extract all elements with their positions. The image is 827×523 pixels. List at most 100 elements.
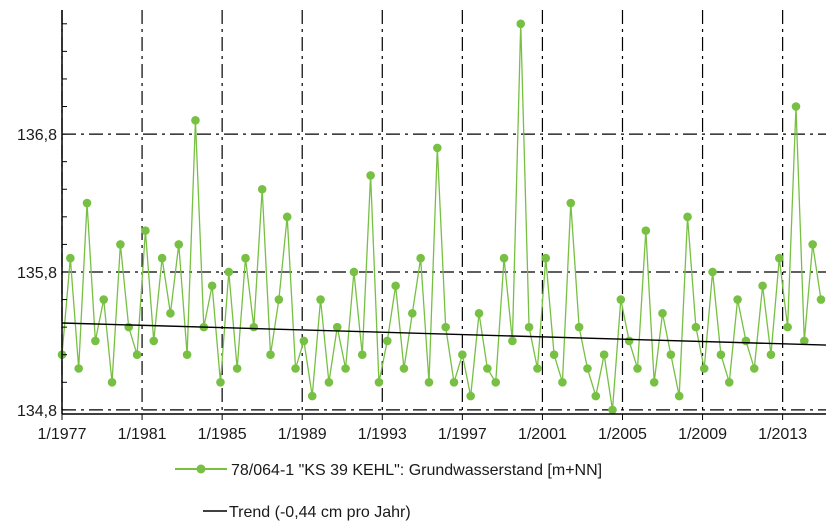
- data-point: [424, 377, 434, 387]
- x-tick-label: 1/1981: [118, 426, 167, 443]
- data-point: [107, 377, 117, 387]
- data-point: [149, 336, 159, 346]
- y-tick-label: 135,8: [17, 265, 57, 282]
- x-tick-label: 1/2001: [518, 426, 567, 443]
- legend-label-grundwasserstand: 78/064-1 "KS 39 KEHL": Grundwasserstand …: [231, 462, 602, 479]
- data-point: [266, 350, 275, 360]
- trend-line-group: [61, 322, 827, 346]
- x-tick-label: 1/1993: [358, 426, 407, 443]
- x-tick-labels: 1/1977 1/1981 1/1985 1/1989 1/1993 1/1997 1/20…: [38, 426, 808, 443]
- data-point: [491, 377, 501, 387]
- data-point: [516, 19, 526, 29]
- data-point: [691, 322, 701, 332]
- data-point: [724, 377, 734, 387]
- data-point: [282, 212, 292, 222]
- data-point: [641, 226, 651, 235]
- data-point: [399, 364, 409, 373]
- data-point: [82, 198, 92, 208]
- data-point: [449, 377, 459, 387]
- data-point: [774, 253, 784, 263]
- data-point: [232, 364, 242, 373]
- data-point: [658, 309, 667, 318]
- data-point: [99, 295, 109, 304]
- data-point: [549, 350, 559, 360]
- data-point: [166, 309, 175, 318]
- legend-item-grundwasserstand: 78/064-1 "KS 39 KEHL": Grundwasserstand …: [175, 462, 602, 479]
- data-point: [666, 350, 676, 360]
- data-point: [508, 336, 517, 346]
- legend-label-trend: Trend (-0,44 cm pro Jahr): [229, 504, 411, 521]
- data-point: [758, 281, 767, 291]
- data-point: [249, 322, 259, 332]
- data-point: [683, 212, 692, 222]
- data-point: [783, 322, 792, 332]
- data-point: [382, 336, 392, 346]
- data-point: [633, 364, 642, 373]
- y-tick-labels: 134,8 135,8 136,8: [17, 127, 57, 420]
- y-tick-label: 134,8: [17, 403, 57, 420]
- data-point: [391, 281, 400, 291]
- data-point: [141, 226, 150, 235]
- data-point: [708, 267, 717, 277]
- data-point: [574, 322, 584, 332]
- legend: 78/064-1 "KS 39 KEHL": Grundwasserstand …: [175, 462, 602, 521]
- data-point: [674, 391, 684, 401]
- data-point: [357, 350, 367, 360]
- data-point: [316, 295, 325, 304]
- data-point: [74, 364, 83, 373]
- x-tick-label: 1/1985: [198, 426, 247, 443]
- data-point: [441, 322, 450, 332]
- data-point: [207, 281, 217, 291]
- series-grundwasserstand: [57, 19, 826, 415]
- trend-line: [61, 322, 827, 346]
- data-point: [466, 391, 475, 401]
- data-point: [624, 336, 634, 346]
- data-point: [66, 253, 75, 263]
- data-point: [91, 336, 100, 346]
- data-point: [533, 364, 542, 373]
- data-point: [157, 253, 167, 263]
- data-point: [116, 240, 125, 249]
- data-point: [749, 364, 759, 373]
- data-point: [182, 350, 192, 360]
- axes: [61, 10, 826, 420]
- data-point: [499, 253, 509, 263]
- y-tick-label: 136,8: [17, 127, 57, 144]
- x-tick-label: 1/2009: [678, 426, 727, 443]
- data-point: [483, 364, 492, 373]
- data-point: [416, 253, 425, 263]
- data-point: [299, 336, 309, 346]
- data-point: [766, 350, 776, 360]
- data-point: [608, 405, 617, 415]
- data-point: [458, 350, 467, 360]
- data-point: [716, 350, 726, 360]
- data-point: [583, 364, 592, 373]
- data-point: [408, 309, 417, 318]
- data-point: [800, 336, 809, 346]
- data-point: [541, 253, 551, 263]
- data-point: [257, 184, 267, 194]
- data-point: [566, 198, 576, 208]
- data-point: [599, 350, 609, 360]
- data-point: [216, 377, 225, 387]
- data-point: [132, 350, 142, 360]
- x-tick-label: 1/1997: [438, 426, 487, 443]
- data-point: [591, 391, 601, 401]
- legend-item-trend: Trend (-0,44 cm pro Jahr): [203, 504, 411, 521]
- data-point: [733, 295, 742, 304]
- data-point: [332, 322, 342, 332]
- data-point: [241, 253, 250, 263]
- data-point: [616, 295, 626, 304]
- data-point: [124, 322, 134, 332]
- data-point: [649, 377, 659, 387]
- grid: [61, 10, 826, 414]
- data-point: [558, 377, 567, 387]
- data-point: [808, 240, 817, 249]
- data-point: [291, 364, 300, 373]
- data-point: [433, 143, 442, 153]
- data-point: [816, 295, 826, 304]
- x-tick-label: 1/1977: [38, 426, 87, 443]
- data-point: [174, 240, 184, 249]
- data-point: [307, 391, 317, 401]
